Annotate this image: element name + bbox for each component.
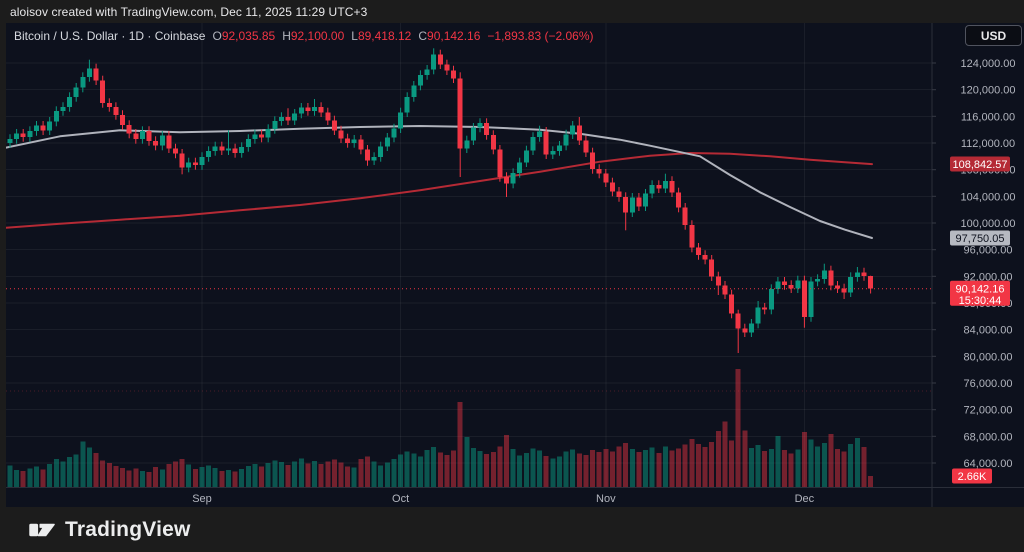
volume-value-badge: 2.66K <box>952 468 992 484</box>
svg-text:2.66K: 2.66K <box>958 471 987 483</box>
low-letter: L <box>351 29 358 43</box>
attribution-bar: aloisov created with TradingView.com, De… <box>0 0 1024 23</box>
svg-text:Sep: Sep <box>192 493 212 505</box>
tradingview-logo-text: TradingView <box>65 517 191 541</box>
ma-gray-value-badge: 97,750.05 <box>950 230 1010 246</box>
time-axis[interactable]: Sep Oct Nov Dec <box>192 493 814 505</box>
symbol-title: Bitcoin / U.S. Dollar · 1D · Coinbase <box>14 29 206 43</box>
svg-text:72,000.00: 72,000.00 <box>964 405 1013 417</box>
svg-text:116,000.00: 116,000.00 <box>961 111 1015 123</box>
high-value: 92,100.00 <box>290 29 345 43</box>
svg-text:92,000.00: 92,000.00 <box>964 271 1013 283</box>
svg-text:76,000.00: 76,000.00 <box>964 378 1013 390</box>
svg-text:68,000.00: 68,000.00 <box>964 431 1013 443</box>
footer-bar: TradingView <box>0 507 1024 552</box>
ma-red-line <box>6 152 873 229</box>
exchange-label: Coinbase <box>154 29 206 43</box>
svg-text:104,000.00: 104,000.00 <box>960 191 1015 203</box>
svg-text:64,000.00: 64,000.00 <box>964 458 1013 470</box>
volume-bars <box>7 369 874 488</box>
close-value: 90,142.16 <box>427 29 481 43</box>
high-letter: H <box>282 29 291 43</box>
open-value: 92,035.85 <box>221 29 276 43</box>
svg-text:100,000.00: 100,000.00 <box>960 218 1015 230</box>
currency-toggle-button[interactable]: USD <box>965 25 1022 46</box>
chart-area: 124,000.00 120,000.00 116,000.00 112,000.00… <box>6 23 1024 507</box>
attribution-text: aloisov created with TradingView.com, De… <box>10 4 368 19</box>
close-letter: C <box>418 29 428 43</box>
interval-label: 1D <box>128 29 145 43</box>
svg-text:Nov: Nov <box>596 493 616 505</box>
svg-text:97,750.05: 97,750.05 <box>956 233 1005 245</box>
chart-canvas[interactable]: 124,000.00 120,000.00 116,000.00 112,000.00… <box>6 23 1024 507</box>
candles <box>7 48 874 353</box>
ma-gray-line <box>6 125 873 239</box>
svg-text:112,000.00: 112,000.00 <box>961 138 1015 150</box>
currency-toggle-label: USD <box>980 28 1007 43</box>
svg-text:108,842.57: 108,842.57 <box>952 159 1007 171</box>
svg-text:90,142.16: 90,142.16 <box>956 284 1005 296</box>
open-letter: O <box>212 29 222 43</box>
svg-text:15:30:44: 15:30:44 <box>959 295 1002 307</box>
svg-text:80,000.00: 80,000.00 <box>964 351 1013 363</box>
svg-text:Dec: Dec <box>795 493 815 505</box>
change-value: −1,893.83 (−2.06%) <box>487 29 594 43</box>
low-value: 89,418.12 <box>357 29 412 43</box>
ma-red-value-badge: 108,842.57 <box>950 156 1010 172</box>
svg-text:84,000.00: 84,000.00 <box>964 325 1013 337</box>
svg-text:Oct: Oct <box>392 493 409 505</box>
svg-text:124,000.00: 124,000.00 <box>960 58 1015 70</box>
price-axis[interactable]: 124,000.00 120,000.00 116,000.00 112,000.00… <box>932 58 1016 470</box>
tradingview-logo-icon <box>29 523 55 536</box>
svg-text:120,000.00: 120,000.00 <box>960 85 1015 97</box>
svg-text:96,000.00: 96,000.00 <box>964 245 1013 257</box>
symbol-legend[interactable]: Bitcoin / U.S. Dollar · 1D · Coinbase O92… <box>14 29 593 43</box>
